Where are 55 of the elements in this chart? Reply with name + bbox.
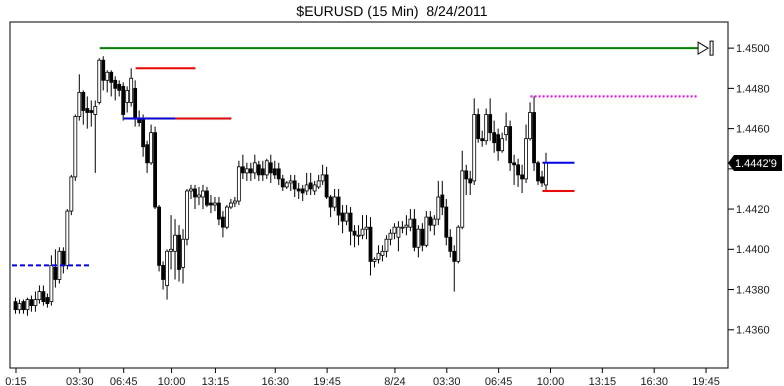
candlestick [244, 162, 249, 182]
y-tick-label: 1.4380 [736, 284, 770, 296]
candlestick [26, 297, 30, 316]
candlestick [248, 162, 253, 182]
chart-title: $EURUSD (15 Min) 8/24/2011 [295, 3, 489, 19]
x-tick-label: 13:15 [202, 376, 230, 386]
y-tick-label: 1.4360 [736, 324, 770, 337]
x-tick-label: 03:30 [433, 376, 461, 386]
x-tick-label: 16:30 [261, 376, 290, 386]
candlestick [42, 285, 46, 306]
candlestick [288, 174, 293, 192]
candlestick [296, 182, 301, 200]
y-tick-label: 1.4460 [736, 124, 770, 136]
candlestick [173, 218, 177, 280]
y-tick-label: 1.4480 [736, 83, 770, 96]
text: 1.4442'9 [735, 158, 777, 170]
candlestick [22, 299, 26, 314]
x-tick-label: 0:15 [5, 376, 27, 386]
x-tick-label: 13:15 [588, 376, 616, 386]
y-tick-label: 1.4400 [736, 244, 770, 256]
x-tick-label: 10:00 [158, 376, 186, 386]
candlestick [113, 76, 118, 101]
y-tick-label: 1.4420 [736, 204, 770, 216]
x-tick-label: 19:45 [692, 376, 720, 386]
candlestick [197, 186, 201, 206]
candlestick [109, 70, 114, 97]
x-tick-label: 19:45 [313, 376, 341, 386]
x-tick-label: 10:00 [536, 376, 564, 386]
x-tick-label: 16:30 [640, 376, 668, 386]
candlestick [292, 174, 297, 198]
x-tick-label: 06:45 [110, 376, 138, 386]
candlestick [332, 188, 336, 212]
candlestick [268, 154, 273, 184]
candlestick [209, 194, 213, 214]
candlestick [14, 297, 18, 314]
candlestick [348, 206, 352, 246]
candlestick [193, 184, 197, 210]
candlestick [81, 90, 86, 126]
candlestick [404, 214, 408, 236]
x-tick-label: 06:45 [484, 376, 512, 386]
x-tick-label: 8/24 [384, 376, 406, 386]
candlestick [544, 152, 548, 192]
y-tick-label: 1.4500 [736, 43, 770, 56]
x-tick-label: 03:30 [66, 376, 94, 386]
candlestick [376, 244, 380, 264]
candlestick [201, 184, 205, 210]
candlestick [252, 154, 257, 180]
candlestick [304, 172, 309, 196]
candlestick [260, 160, 265, 182]
candlestick [18, 299, 22, 314]
candlestick [30, 295, 34, 312]
candlestick [264, 158, 269, 180]
candlestick [308, 172, 313, 196]
candlestick [89, 100, 94, 128]
candlestick [396, 220, 400, 252]
